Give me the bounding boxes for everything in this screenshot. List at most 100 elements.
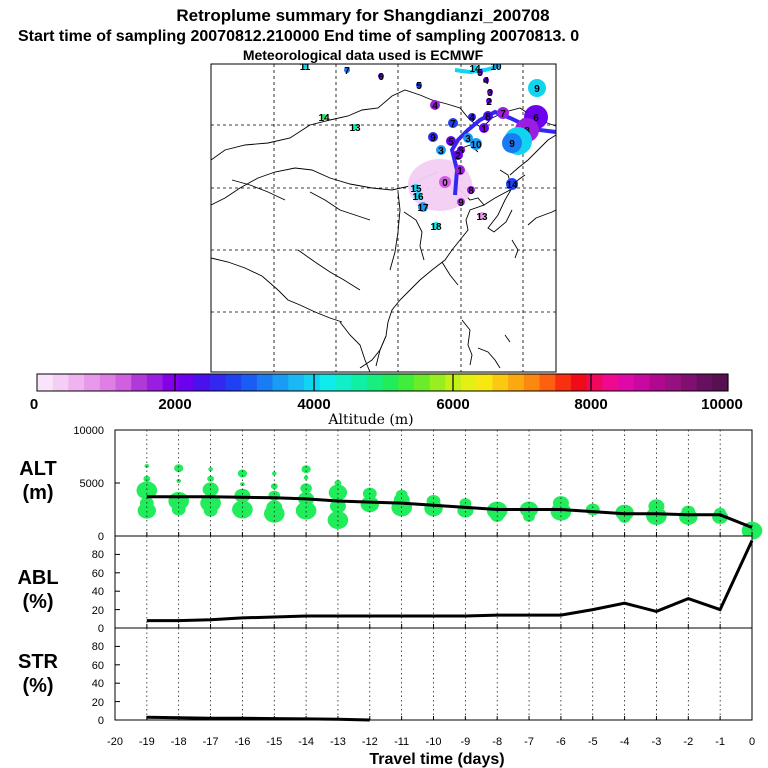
colorbar-swatch: [84, 374, 101, 391]
colorbar-swatch: [99, 374, 117, 391]
str-ytick-60: 60: [92, 660, 104, 672]
alt-point: [171, 503, 186, 516]
map-marker: [479, 123, 489, 133]
map-marker: [506, 178, 518, 190]
colorbar-label: Altitude (m): [327, 412, 413, 428]
x-tick-label: -8: [492, 736, 502, 748]
colorbar-swatch: [413, 374, 431, 391]
colorbar-tick-labels: 0 2000 4000 6000 8000 10000: [30, 396, 743, 413]
colorbar-swatch: [319, 374, 336, 391]
abl-panel: ABL (%) 80 60 40 20 0: [17, 535, 754, 635]
map-marker-label: 10: [490, 62, 502, 73]
colorbar-swatch: [303, 374, 321, 391]
str-panel: STR (%) 80 60 40 20 0: [18, 627, 753, 727]
map-marker-label: 6: [378, 72, 384, 83]
alt-ytick-10000: 10000: [73, 425, 104, 437]
colorbar-swatch: [115, 374, 132, 391]
colorbar-frame: [36, 373, 729, 392]
x-tick-label: -7: [524, 736, 534, 748]
x-tick-label: -10: [426, 736, 442, 748]
alt-point: [334, 480, 342, 486]
map-marker: [470, 138, 482, 150]
map-marker-label: 18: [430, 222, 442, 233]
colorbar-swatch: [178, 374, 195, 391]
title-line-3: Meteorological data used is ECMWF: [243, 47, 484, 63]
map-marker: [428, 132, 438, 142]
colorbar-swatch: [256, 374, 274, 391]
map-marker-label: 5: [416, 81, 422, 92]
colorbar-swatch: [492, 374, 509, 391]
map-marker-label: 14: [318, 113, 330, 124]
alt-point: [232, 500, 253, 519]
map-marker-label: 4: [483, 76, 489, 87]
abl-ytick-40: 40: [92, 586, 104, 598]
alt-point: [272, 471, 277, 476]
map-marker-label: 9: [458, 198, 464, 209]
x-tick-label: -15: [266, 736, 282, 748]
map-marker: [472, 65, 478, 71]
map-marker: [497, 107, 509, 119]
alt-point: [264, 504, 285, 523]
map-marker-label: 7: [500, 109, 506, 120]
colorbar-swatch: [398, 374, 415, 391]
colorbar-swatch: [194, 374, 211, 391]
x-tick-label: 0: [749, 736, 755, 748]
map-marker: [412, 184, 420, 192]
map-marker: [463, 133, 473, 143]
map-marker: [467, 186, 475, 194]
map-marker: [483, 77, 489, 83]
map-marker-label: 4: [432, 101, 438, 112]
colorbar-swatch: [288, 374, 305, 391]
x-tick-label: -2: [683, 736, 693, 748]
alt-ytick-0: 0: [98, 531, 104, 543]
map-marker-label: 2: [455, 151, 461, 162]
colorbar-swatch: [429, 374, 446, 391]
x-axis-label: Travel time (days): [369, 751, 504, 768]
colorbar-tick-4000: 4000: [297, 396, 330, 413]
trajectory-map: 1176514109141344876849753109632108141516…: [210, 62, 557, 373]
colorbar-swatch: [586, 374, 603, 391]
abl-line: [146, 539, 754, 623]
map-marker-label: 8: [468, 186, 474, 197]
x-tick-label: -12: [362, 736, 378, 748]
colorbar-tick-8000: 8000: [574, 396, 607, 413]
x-tick-label: -20: [107, 736, 123, 748]
alt-point: [301, 465, 311, 474]
alt-point: [585, 503, 600, 516]
colorbar-tick-0: 0: [30, 396, 38, 413]
map-marker-label: 1: [481, 124, 487, 135]
map-marker-label: 3: [487, 88, 493, 99]
alt-point: [270, 483, 278, 490]
alt-point: [234, 488, 251, 503]
map-marker-label: 11: [300, 62, 311, 73]
alt-point: [203, 504, 218, 517]
map-marker: [446, 136, 456, 146]
str-ytick-80: 80: [92, 641, 104, 653]
alt-point: [174, 464, 184, 473]
alt-point: [360, 496, 379, 513]
title-line-2: Start time of sampling 20070812.210000 E…: [18, 28, 579, 45]
map-marker: [455, 165, 465, 175]
colorbar-swatch: [225, 374, 242, 391]
str-ytick-0: 0: [98, 715, 104, 727]
map-marker: [430, 100, 440, 110]
x-axis-ticks: -20 -19 -18 -17 -16 -15 -14 -13 -12 -11 -10 -9 -8 -7-…: [107, 430, 755, 748]
map-marker-label: 14: [506, 180, 518, 191]
altitude-colorbar: [36, 373, 729, 392]
colorbar-swatch: [649, 374, 666, 391]
map-marker-label: 16: [412, 192, 424, 203]
str-ytick-40: 40: [92, 678, 104, 690]
map-marker-label: 7: [450, 119, 456, 130]
x-tick-label: -14: [298, 736, 314, 748]
map-marker: [528, 79, 546, 97]
colorbar-swatch: [618, 374, 635, 391]
alt-point: [136, 481, 158, 500]
colorbar-swatch: [52, 374, 69, 391]
x-tick-label: -6: [556, 736, 566, 748]
abl-ytick-20: 20: [92, 605, 104, 617]
alt-ylabel-1: ALT: [19, 458, 56, 480]
map-marker-label: 4: [469, 113, 475, 124]
colorbar-swatch: [241, 374, 258, 391]
abl-ylabel-1: ABL: [17, 567, 58, 589]
colorbar-tick-10000: 10000: [701, 396, 743, 413]
